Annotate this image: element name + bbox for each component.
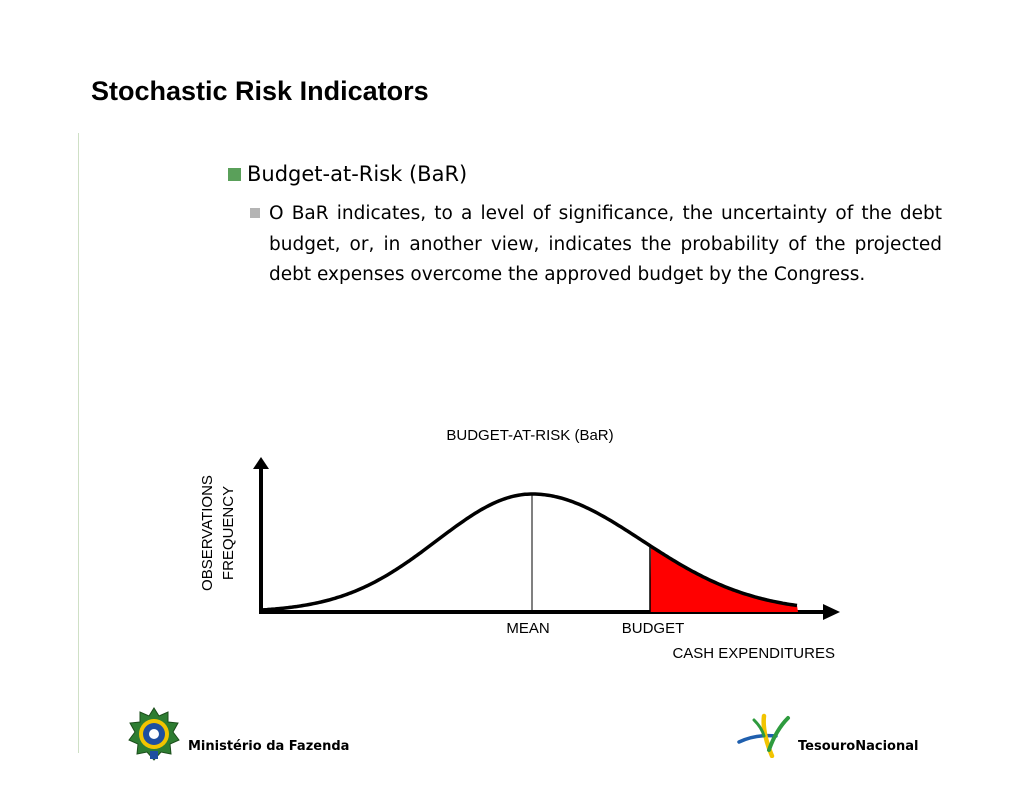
- y-axis-label-line-2: FREQUENCY: [220, 486, 237, 580]
- distribution-curve: [262, 492, 798, 612]
- footer-tesouro: TesouroNacional: [736, 712, 918, 762]
- mean-label: MEAN: [506, 620, 549, 637]
- x-axis-arrow: [823, 604, 840, 620]
- chart-title: BUDGET-AT-RISK (BaR): [446, 427, 613, 444]
- budget-label: BUDGET: [622, 620, 685, 637]
- bullet-1-text: Budget-at-Risk (BaR): [247, 162, 468, 186]
- y-axis-label-line-1: OBSERVATIONS: [199, 475, 216, 591]
- bullet-level-1: Budget-at-Risk (BaR): [228, 162, 467, 186]
- tesouro-logo-icon: [736, 712, 794, 762]
- slide-title: Stochastic Risk Indicators: [91, 76, 429, 106]
- bullet-level-2: O BaR indicates, to a level of significa…: [250, 199, 942, 291]
- left-divider-line: [78, 133, 79, 753]
- footer-right-label: TesouroNacional: [798, 738, 919, 754]
- coat-of-arms-icon: [128, 707, 180, 765]
- green-square-bullet-icon: [228, 168, 241, 181]
- gray-square-bullet-icon: [250, 208, 260, 218]
- x-axis-label: CASH EXPENDITURES: [672, 645, 835, 662]
- footer-left-label: Ministério da Fazenda: [188, 738, 350, 754]
- bullet-2-text: O BaR indicates, to a level of significa…: [269, 203, 942, 285]
- budget-at-risk-tail-area: [650, 546, 798, 612]
- bar-chart: BUDGET-AT-RISK (BaR) OBSERVATIONS FREQUE…: [199, 427, 840, 662]
- y-axis-arrow: [253, 457, 269, 469]
- footer-ministry: Ministério da Fazenda: [128, 707, 349, 765]
